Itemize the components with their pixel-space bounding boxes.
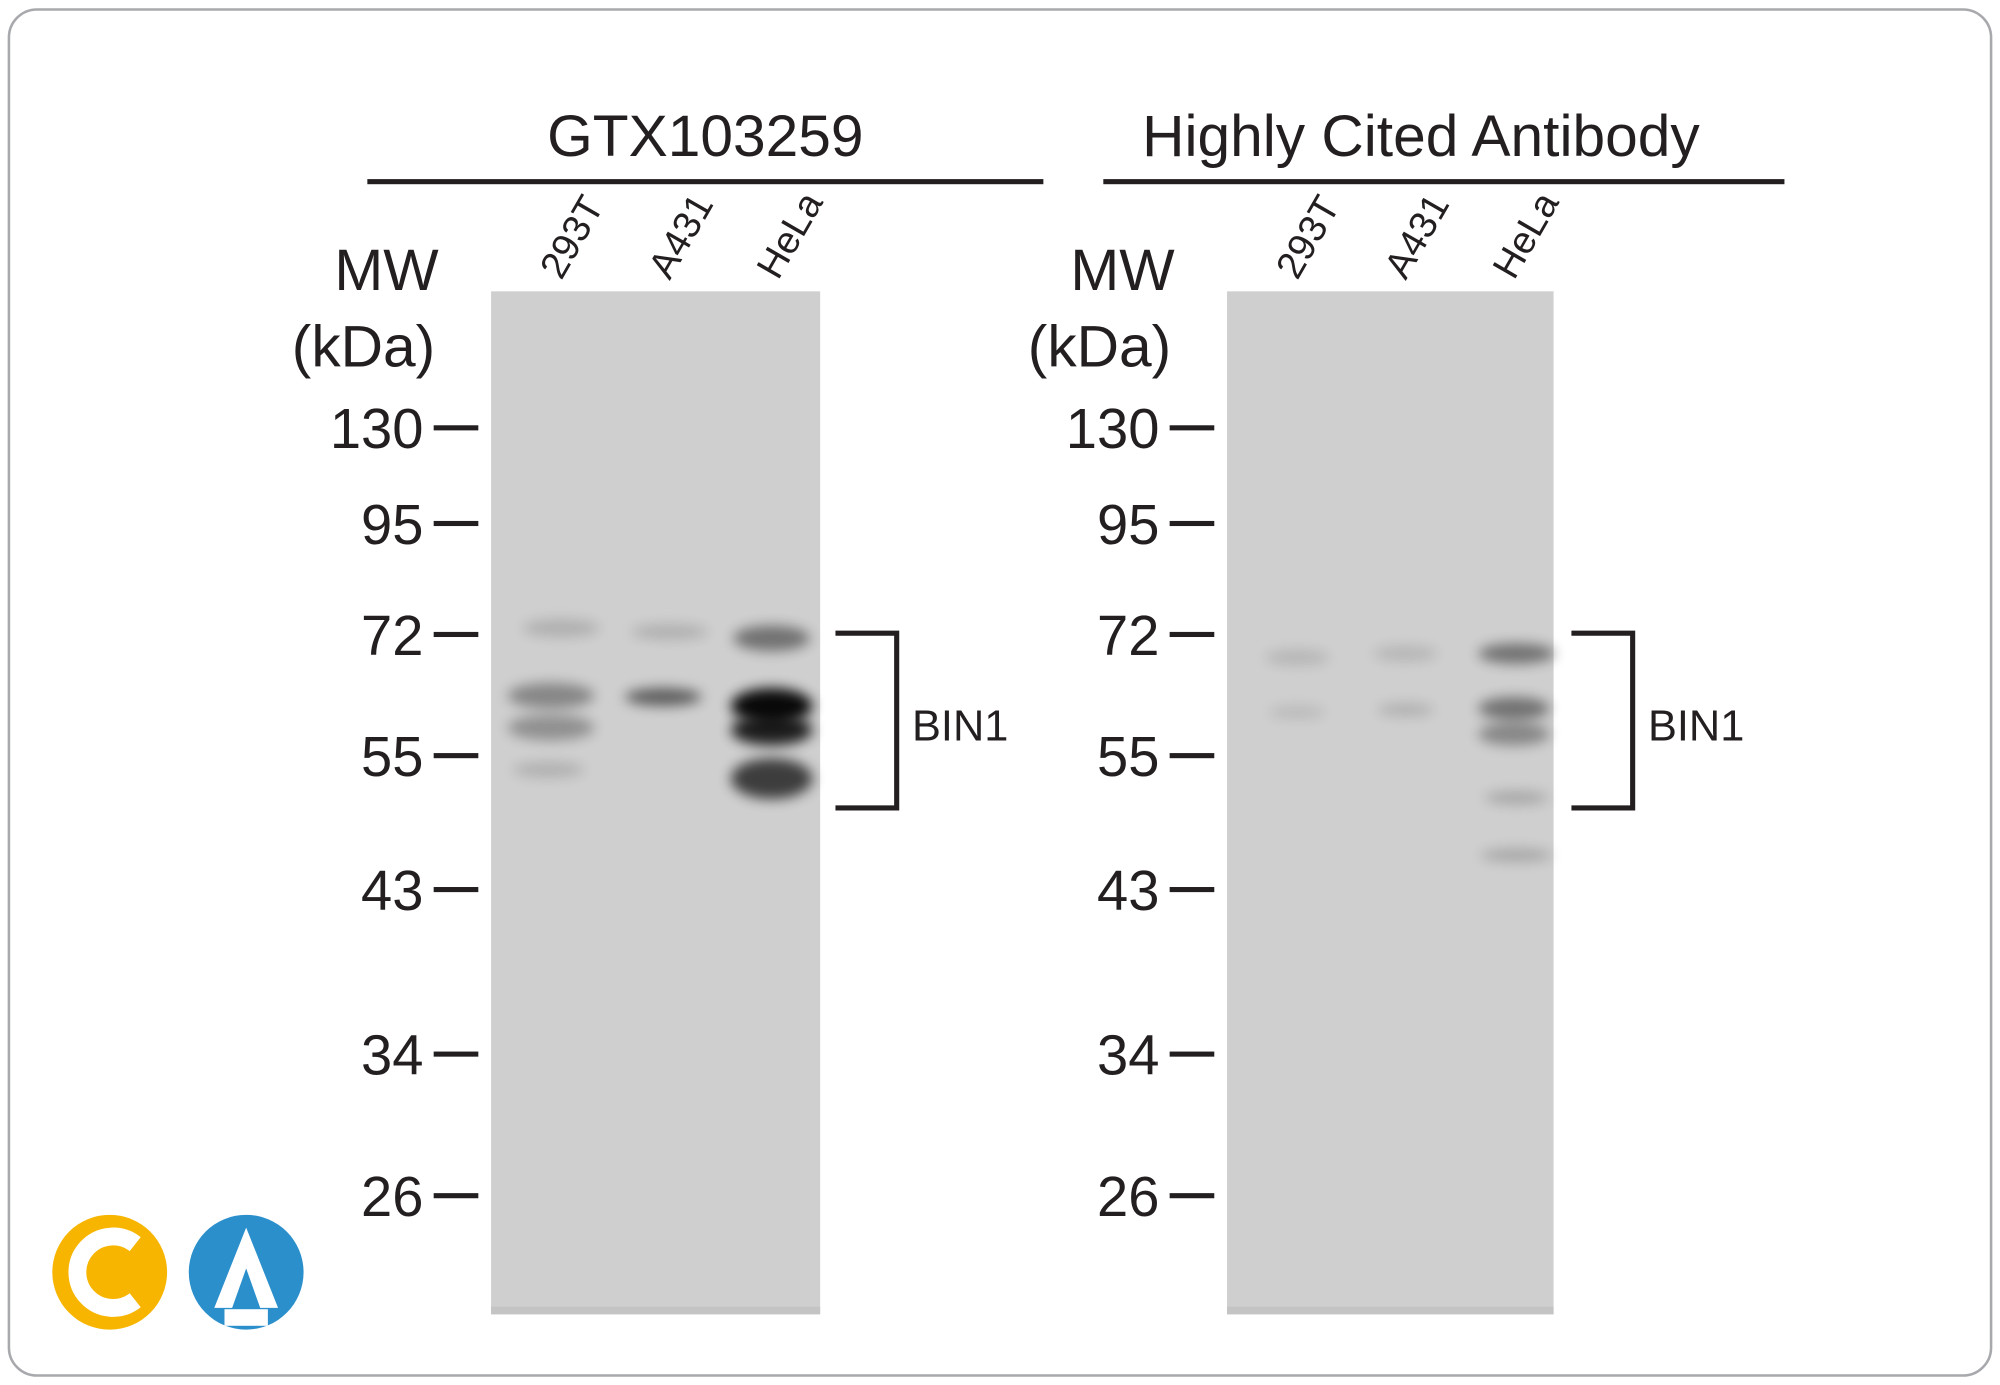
band <box>730 714 813 746</box>
band <box>1478 643 1555 664</box>
band <box>625 688 702 706</box>
marker-tick <box>1169 520 1215 527</box>
marker-tick <box>1169 753 1215 759</box>
marker-tick <box>1169 1193 1215 1199</box>
band <box>507 714 595 741</box>
mw-label: (kDa) <box>1028 315 1171 380</box>
marker-label: 26 <box>361 1165 423 1228</box>
band <box>1480 848 1553 862</box>
band <box>1265 649 1330 666</box>
band-label: BIN1 <box>1648 702 1744 750</box>
title-rule <box>1103 179 1785 185</box>
marker-label: 130 <box>1066 397 1160 460</box>
marker-tick <box>433 631 479 638</box>
marker-tick <box>433 425 479 431</box>
marker-tick <box>1169 631 1215 638</box>
marker-label: 55 <box>1097 725 1159 788</box>
bracket <box>835 630 900 811</box>
title-rule <box>367 179 1044 185</box>
band <box>733 625 810 652</box>
band <box>1373 645 1438 662</box>
marker-tick <box>1169 887 1215 893</box>
panel-title: Highly Cited Antibody <box>1142 104 1700 169</box>
band <box>512 762 585 778</box>
mw-label: MW <box>1070 238 1175 303</box>
marker-tick <box>433 520 479 527</box>
marker-label: 72 <box>361 604 423 667</box>
marker-tick <box>1169 425 1215 431</box>
marker-label: 43 <box>1097 859 1159 922</box>
marker-label: 95 <box>1097 493 1159 556</box>
marker-label: 34 <box>1097 1024 1159 1087</box>
frame <box>7 8 1993 1377</box>
band <box>631 624 708 640</box>
mw-label: MW <box>334 238 439 303</box>
marker-label: 130 <box>330 397 424 460</box>
marker-label: 95 <box>361 493 423 556</box>
marker-label: 26 <box>1097 1165 1159 1228</box>
band <box>1478 722 1550 746</box>
marker-tick <box>433 1193 479 1199</box>
blot-edge <box>491 1306 821 1315</box>
marker-tick <box>433 887 479 893</box>
marker-tick <box>1169 1051 1215 1057</box>
band <box>1377 703 1434 717</box>
marker-label: 34 <box>361 1024 423 1087</box>
marker-label: 43 <box>361 859 423 922</box>
blot <box>491 291 821 1315</box>
marker-tick <box>433 753 479 759</box>
band <box>730 688 813 724</box>
panel-title: GTX103259 <box>547 104 863 169</box>
band <box>1269 705 1326 719</box>
marker-label: 72 <box>1097 604 1159 667</box>
band-label: BIN1 <box>912 702 1008 750</box>
band <box>507 682 595 709</box>
marker-label: 55 <box>361 725 423 788</box>
bracket <box>1571 630 1636 811</box>
blot-edge <box>1227 1306 1554 1315</box>
mw-label: (kDa) <box>292 315 435 380</box>
band <box>522 619 600 638</box>
marker-tick <box>433 1051 479 1057</box>
logo <box>52 1214 304 1330</box>
band <box>1484 791 1549 805</box>
band <box>730 758 813 800</box>
band <box>1478 696 1550 720</box>
